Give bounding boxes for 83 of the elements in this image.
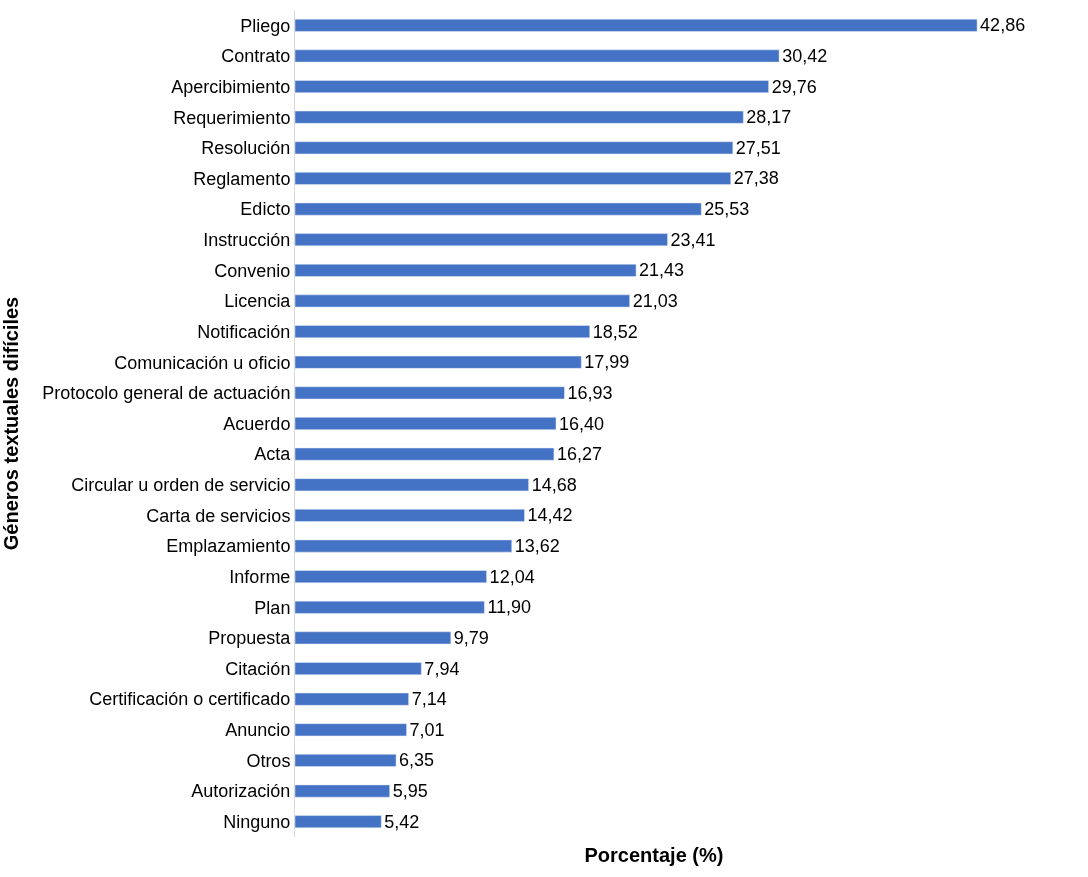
data-label: 7,01: [409, 719, 445, 740]
bar: [295, 325, 590, 338]
bar: [295, 631, 452, 645]
bar: [295, 784, 390, 798]
data-label: 18,52: [592, 321, 638, 342]
y-tick-label: Acuerdo: [223, 413, 291, 434]
y-tick-label: Citación: [225, 658, 291, 679]
data-label: 7,94: [424, 658, 460, 679]
y-tick-label: Propuesta: [208, 628, 292, 649]
x-axis-title: Porcentaje (%): [584, 843, 724, 866]
data-label: 30,42: [782, 45, 828, 66]
bar: [295, 355, 582, 369]
bar: [295, 263, 637, 277]
y-tick-label: Resolución: [201, 138, 291, 159]
bar: [295, 600, 485, 614]
y-tick-label: Contrato: [221, 46, 291, 67]
y-tick-label: Licencia: [224, 291, 292, 312]
data-label: 11,90: [487, 597, 532, 618]
data-label: 16,27: [556, 444, 602, 465]
y-tick-label: Pliego: [240, 15, 291, 36]
data-label: 25,53: [704, 199, 750, 220]
bar: [295, 662, 422, 675]
y-tick-label: Convenio: [214, 260, 291, 281]
data-label: 12,04: [489, 566, 535, 587]
y-tick-label: Plan: [254, 597, 291, 618]
bar: [295, 49, 780, 63]
bar: [295, 110, 744, 124]
data-label: 14,42: [527, 505, 573, 526]
y-tick-label: Notificación: [197, 321, 291, 342]
bar: [295, 570, 487, 584]
data-label: 29,76: [771, 76, 817, 97]
y-tick-label: Requerimiento: [173, 107, 291, 128]
bar: [295, 294, 630, 308]
data-label: 5,42: [384, 811, 420, 832]
y-tick-label: Carta de servicios: [146, 505, 291, 526]
y-tick-label: Ninguno: [223, 811, 291, 832]
bar: [295, 815, 382, 829]
y-tick-label: Comunicación u oficio: [114, 352, 291, 373]
data-label: 42,86: [980, 15, 1026, 36]
data-label: 23,41: [670, 229, 716, 250]
y-tick-label: Instrucción: [203, 230, 291, 251]
bar: [295, 18, 978, 32]
bar: [295, 539, 513, 553]
bar: [295, 233, 668, 247]
y-tick-label: Circular u orden de servicio: [71, 475, 291, 496]
y-tick-label: Emplazamiento: [166, 536, 291, 557]
data-label: 16,93: [567, 382, 613, 403]
bar: [295, 386, 565, 400]
y-tick-label: Acta: [254, 444, 292, 465]
data-label: 27,51: [735, 137, 781, 158]
bar: [295, 141, 734, 155]
data-label: 9,79: [453, 627, 489, 648]
bar: [295, 478, 529, 492]
y-tick-label: Reglamento: [193, 168, 291, 189]
bar: [295, 172, 731, 185]
y-tick-label: Protocolo general de actuación: [42, 383, 291, 404]
data-label: 27,38: [733, 168, 779, 189]
data-label: 13,62: [514, 536, 560, 557]
data-label: 6,35: [399, 750, 435, 771]
data-label: 5,95: [392, 781, 428, 802]
data-label: 14,68: [531, 474, 577, 495]
y-tick-label: Autorización: [191, 781, 291, 802]
data-label: 7,14: [411, 689, 447, 710]
y-axis-title: Géneros textuales difíciles: [0, 296, 22, 551]
bar: [295, 202, 702, 216]
data-label: 21,43: [639, 260, 685, 281]
data-label: 21,03: [632, 290, 678, 311]
bar: [295, 509, 525, 522]
bar: [295, 447, 555, 461]
y-tick-label: Certificación o certificado: [89, 689, 291, 710]
y-tick-label: Apercibimiento: [171, 76, 291, 97]
y-tick-label: Edicto: [240, 199, 291, 220]
data-label: 16,40: [559, 413, 605, 434]
bar: [295, 80, 769, 93]
y-tick-label: Informe: [229, 566, 291, 587]
data-label: 28,17: [746, 107, 792, 128]
data-label: 17,99: [584, 352, 630, 373]
bar: [295, 754, 397, 767]
bar: [295, 417, 557, 430]
bar: [295, 692, 409, 706]
bar: [295, 723, 407, 737]
y-tick-label: Anuncio: [225, 720, 291, 741]
y-tick-label: Otros: [246, 750, 291, 771]
